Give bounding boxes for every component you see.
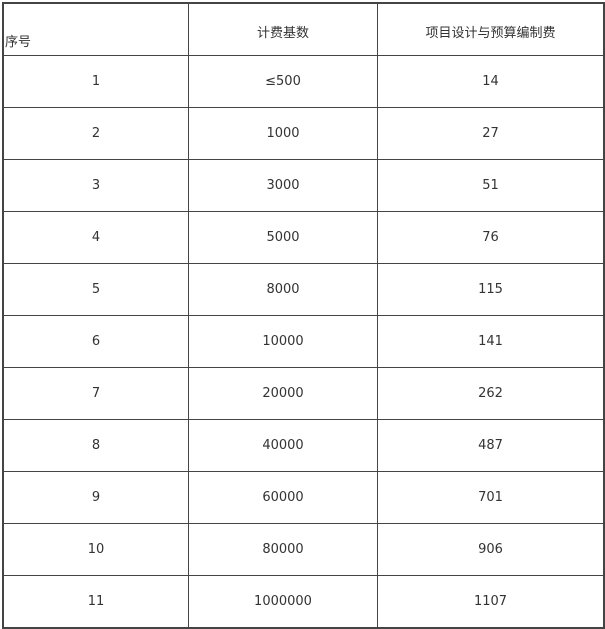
table-row: 8 40000 487 <box>2 419 605 472</box>
table-row: 6 10000 141 <box>2 315 605 368</box>
table-row: 11 1000000 1107 <box>2 575 605 629</box>
index-cell: 7 <box>2 367 189 420</box>
design-budget-fee-cell: 141 <box>377 315 605 368</box>
fee-base-cell: 1000000 <box>188 575 378 629</box>
table-row: 9 60000 701 <box>2 471 605 524</box>
index-cell: 6 <box>2 315 189 368</box>
header-fee-base: 计费基数 <box>188 2 378 56</box>
fee-base-cell: 20000 <box>188 367 378 420</box>
index-cell: 4 <box>2 211 189 264</box>
header-index: 序号 <box>2 2 189 56</box>
design-budget-fee-cell: 27 <box>377 107 605 160</box>
header-row: 序号 计费基数 项目设计与预算编制费 <box>2 2 605 56</box>
table-row: 7 20000 262 <box>2 367 605 420</box>
design-budget-fee-cell: 1107 <box>377 575 605 629</box>
fee-base-cell: 8000 <box>188 263 378 316</box>
design-budget-fee-cell: 906 <box>377 523 605 576</box>
fee-base-cell: 80000 <box>188 523 378 576</box>
design-budget-fee-cell: 701 <box>377 471 605 524</box>
design-budget-fee-cell: 115 <box>377 263 605 316</box>
table-row: 3 3000 51 <box>2 159 605 212</box>
index-cell: 9 <box>2 471 189 524</box>
design-budget-fee-cell: 262 <box>377 367 605 420</box>
table-row: 4 5000 76 <box>2 211 605 264</box>
fee-base-cell: 3000 <box>188 159 378 212</box>
table-row: 5 8000 115 <box>2 263 605 316</box>
fee-base-cell: 1000 <box>188 107 378 160</box>
design-budget-fee-cell: 76 <box>377 211 605 264</box>
fee-base-cell: 5000 <box>188 211 378 264</box>
fee-base-cell: 40000 <box>188 419 378 472</box>
index-cell: 8 <box>2 419 189 472</box>
index-cell: 1 <box>2 55 189 108</box>
fee-base-cell: 60000 <box>188 471 378 524</box>
design-budget-fee-cell: 51 <box>377 159 605 212</box>
index-cell: 11 <box>2 575 189 629</box>
index-cell: 3 <box>2 159 189 212</box>
design-budget-fee-cell: 14 <box>377 55 605 108</box>
fee-base-cell: ≤500 <box>188 55 378 108</box>
index-cell: 2 <box>2 107 189 160</box>
design-budget-fee-cell: 487 <box>377 419 605 472</box>
header-design-budget-fee: 项目设计与预算编制费 <box>377 2 605 56</box>
index-cell: 10 <box>2 523 189 576</box>
table-row: 1 ≤500 14 <box>2 55 605 108</box>
index-cell: 5 <box>2 263 189 316</box>
table-row: 10 80000 906 <box>2 523 605 576</box>
fee-base-cell: 10000 <box>188 315 378 368</box>
table-row: 2 1000 27 <box>2 107 605 160</box>
